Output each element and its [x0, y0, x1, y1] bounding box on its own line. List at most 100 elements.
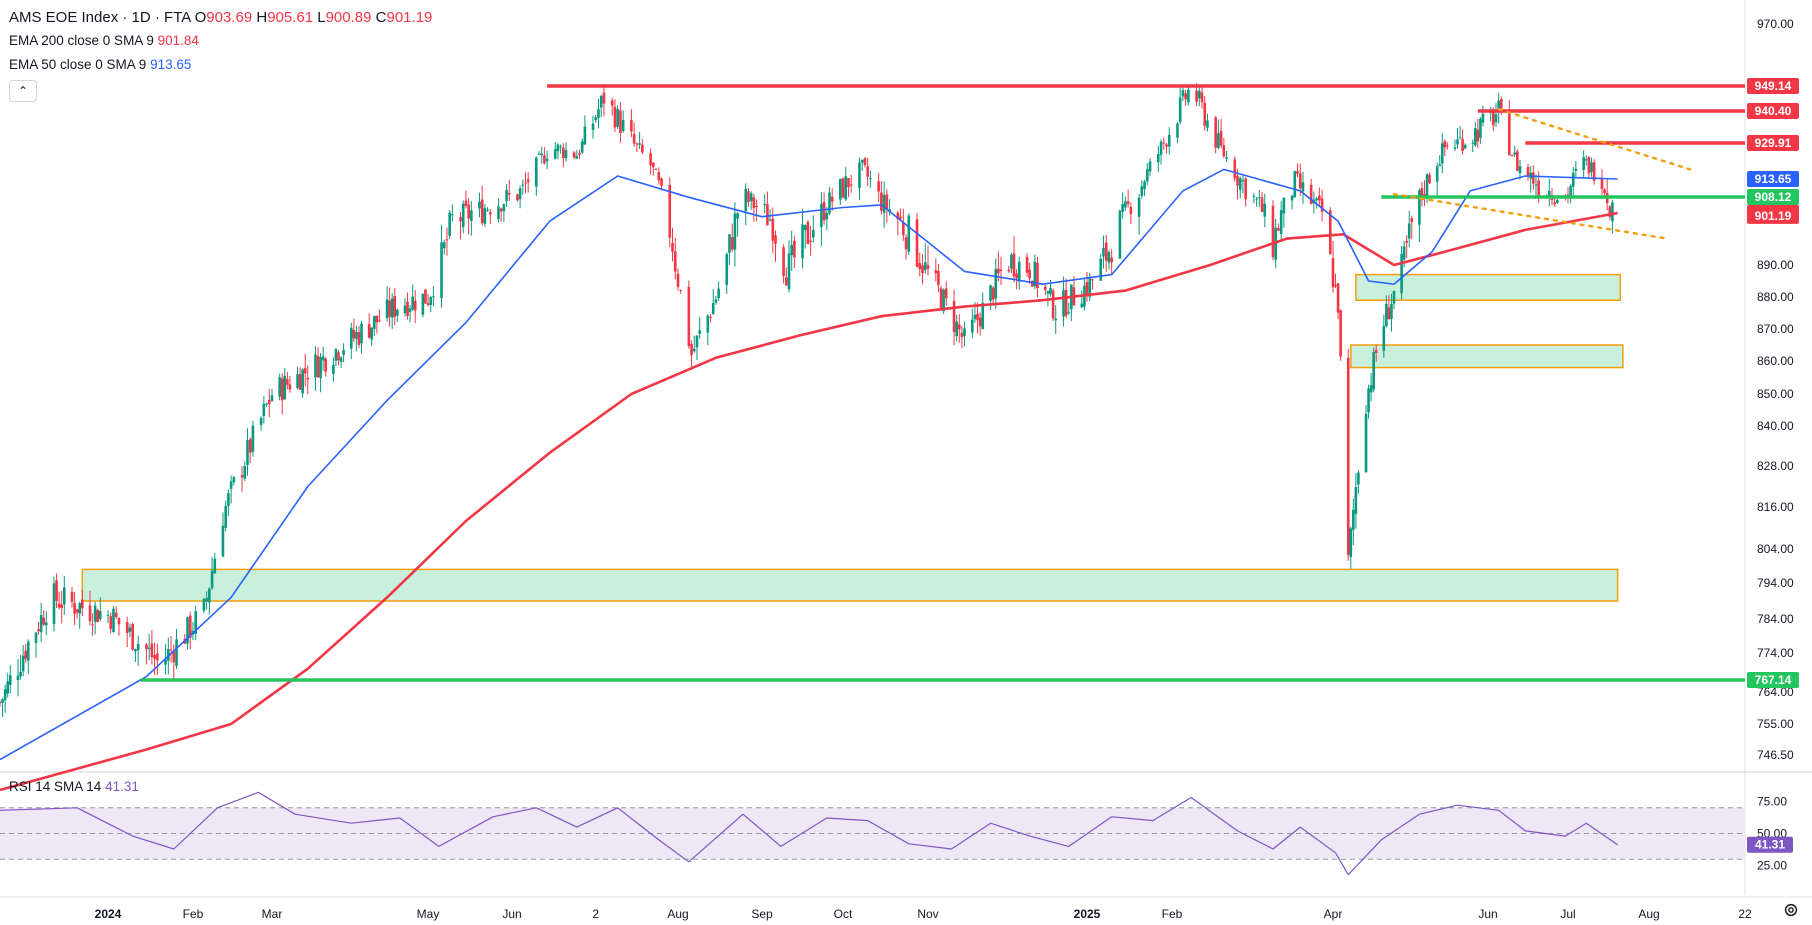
- zone-0: [81, 568, 1619, 602]
- candle-body: [1418, 190, 1421, 225]
- candle-body: [1028, 269, 1031, 279]
- candle-body: [227, 493, 230, 506]
- candle-body: [597, 109, 600, 118]
- candle-body: [1279, 210, 1283, 234]
- candle-body: [1479, 118, 1482, 139]
- close-value: 901.19: [386, 9, 433, 26]
- candle-body: [657, 172, 661, 181]
- candle-body: [224, 505, 227, 528]
- candle-body: [1492, 110, 1495, 126]
- candle-body: [483, 208, 487, 224]
- legend-symbol: AMS EOE Index · 1D · FTA O903.69 H905.61…: [9, 9, 432, 26]
- candle-body: [240, 475, 244, 478]
- candle-body: [339, 357, 343, 362]
- candle-body: [904, 237, 908, 250]
- candle-body: [24, 650, 28, 659]
- legend-rsi[interactable]: RSI 14 SMA 14 41.31: [9, 779, 139, 794]
- candle-body: [999, 269, 1003, 271]
- candle-body: [1015, 273, 1018, 279]
- rsi-line: [0, 791, 1618, 876]
- settings-gear-icon[interactable]: [1782, 901, 1800, 919]
- candle-body: [1574, 168, 1578, 171]
- candle-body: [766, 204, 769, 226]
- open-value: 903.69: [206, 9, 253, 26]
- candle-body: [942, 289, 945, 312]
- candle-body: [1516, 151, 1519, 171]
- candle-body: [1463, 144, 1467, 149]
- candle-body: [1309, 184, 1313, 204]
- ema50-label: EMA 50 close 0 SMA 9: [9, 57, 147, 72]
- candle-body: [907, 215, 911, 252]
- candle-body: [1244, 178, 1247, 200]
- candle-body: [1263, 203, 1267, 217]
- candle-body: [610, 100, 614, 106]
- candle-body: [822, 201, 826, 221]
- candle-body: [246, 440, 249, 465]
- candle-body: [594, 117, 598, 121]
- candle-body: [844, 176, 848, 200]
- collapse-legend-button[interactable]: ⌃: [9, 80, 37, 102]
- candle-body: [556, 144, 560, 152]
- candle-body: [1453, 147, 1457, 149]
- price-tick-13: 764.00: [1757, 685, 1794, 699]
- candle-body: [602, 92, 606, 104]
- candle-body: [619, 110, 622, 133]
- candle-body: [37, 629, 40, 632]
- candle-body: [1354, 487, 1358, 514]
- candle-body: [1085, 282, 1089, 296]
- candle-body: [1238, 177, 1242, 190]
- price-tick-2: 880.00: [1757, 290, 1794, 304]
- candle-body: [564, 150, 568, 159]
- candle-body: [1159, 141, 1163, 155]
- time-tick-3: May: [417, 907, 440, 921]
- candle-body: [283, 375, 287, 400]
- candle-body: [334, 349, 338, 361]
- candle-body: [306, 377, 310, 380]
- candle-body: [1143, 181, 1146, 189]
- candle-body: [915, 219, 919, 267]
- candle-body: [1584, 159, 1588, 161]
- candle-body: [1385, 303, 1388, 327]
- candle-body: [194, 611, 198, 634]
- candle-body: [1590, 162, 1593, 173]
- candle-body: [860, 159, 864, 163]
- candle-body: [280, 378, 284, 401]
- candle-body: [1110, 257, 1113, 263]
- candle-body: [1054, 318, 1058, 321]
- candle-body: [278, 377, 281, 397]
- candle-body: [1428, 174, 1431, 184]
- price-tick-0: 970.00: [1757, 17, 1794, 31]
- candle-body: [635, 143, 639, 145]
- candle-body: [562, 147, 565, 159]
- candle-body: [125, 622, 129, 633]
- candle-body: [303, 368, 307, 374]
- candle-body: [774, 235, 777, 244]
- candle-body: [114, 612, 118, 617]
- legend-ema50[interactable]: EMA 50 close 0 SMA 9 913.65: [9, 57, 191, 72]
- candle-body: [654, 169, 658, 171]
- candle-body: [1407, 223, 1411, 239]
- candle-body: [91, 624, 94, 626]
- time-tick-9: Nov: [917, 907, 938, 921]
- candle-body: [923, 262, 927, 271]
- legend-ema200[interactable]: EMA 200 close 0 SMA 9 901.84: [9, 33, 199, 48]
- candle-body: [259, 417, 263, 425]
- candle-body: [952, 301, 956, 332]
- candle-body: [553, 149, 557, 159]
- candle-body: [583, 126, 587, 145]
- price-tick-5: 850.00: [1757, 387, 1794, 401]
- candle-body: [1290, 195, 1294, 201]
- candle-body: [1420, 188, 1424, 198]
- time-tick-2: Mar: [262, 907, 283, 921]
- candle-body: [572, 152, 576, 158]
- candle-body: [963, 328, 966, 337]
- candle-body: [749, 193, 753, 202]
- candle-body: [55, 580, 58, 601]
- candle-body: [229, 481, 233, 489]
- candle-body: [706, 315, 710, 333]
- candle-body: [360, 323, 363, 344]
- candle-body: [3, 689, 7, 701]
- candle-body: [730, 237, 734, 250]
- candle-body: [1148, 161, 1152, 172]
